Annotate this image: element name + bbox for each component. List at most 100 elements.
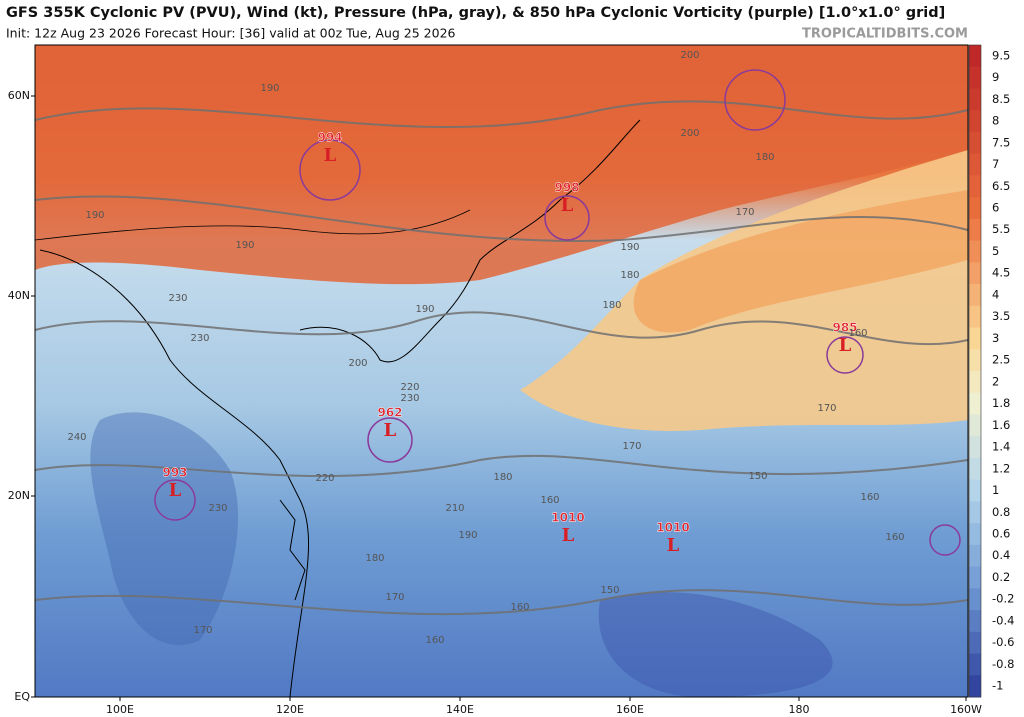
colorbar-swatch <box>969 436 981 459</box>
contour-label: 180 <box>493 472 512 483</box>
lat-label: EQ <box>14 690 30 703</box>
colorbar-swatch <box>969 175 981 198</box>
colorbar-label: 9 <box>992 70 999 84</box>
colorbar-label: 0.4 <box>992 548 1010 562</box>
colorbar-label: -0.2 <box>992 592 1014 606</box>
colorbar-swatch <box>969 131 981 155</box>
colorbar-swatch <box>969 262 981 285</box>
colorbar-swatch <box>969 110 981 133</box>
colorbar-swatch <box>969 349 981 372</box>
colorbar-label: 6.5 <box>992 179 1010 193</box>
colorbar-label: 8 <box>992 114 999 128</box>
colorbar-swatch <box>969 327 981 350</box>
lon-label: 180 <box>789 703 810 716</box>
colorbar-label: 6 <box>992 201 999 215</box>
colorbar-label: 8.5 <box>992 92 1010 106</box>
axes: 60N 40N 20N EQ 100E 120E 140E 160E 180 160W <box>8 44 982 716</box>
colorbar-label: 1.6 <box>992 418 1010 432</box>
colorbar-label: -0.8 <box>992 657 1014 671</box>
colorbar-swatch <box>969 66 981 89</box>
colorbar-swatch <box>969 544 981 568</box>
contour-label: 190 <box>415 304 434 315</box>
colorbar-swatch <box>969 45 981 68</box>
colorbar-swatch <box>969 240 981 263</box>
colorbar-swatch <box>969 610 981 633</box>
colorbar-label: 0.2 <box>992 570 1010 584</box>
contour-label: 190 <box>85 210 104 221</box>
subtitle: Init: 12z Aug 23 2026 Forecast Hour: [36… <box>6 26 456 41</box>
contour-label: 170 <box>735 207 754 218</box>
low-pressure: 962 <box>377 406 402 420</box>
lon-label: 120E <box>276 703 304 716</box>
low-symbol: L <box>561 195 574 216</box>
contour-label: 200 <box>680 128 699 139</box>
lon-label: 160W <box>950 703 982 716</box>
colorbar-label: 1.4 <box>992 440 1010 454</box>
low-pressure: 1010 <box>551 511 584 525</box>
contour-label: 170 <box>193 625 212 636</box>
coastline <box>299 119 641 363</box>
colorbar-swatch <box>969 566 981 589</box>
contour-label: 230 <box>400 393 419 404</box>
mid-pv-core <box>633 190 968 333</box>
contour-label: 210 <box>445 503 464 514</box>
colorbar-label: 1.8 <box>992 396 1010 410</box>
colorbar-label: -0.4 <box>992 613 1014 627</box>
colorbar-swatch <box>969 675 981 698</box>
colorbar-swatch <box>969 392 981 415</box>
map-shading <box>598 592 833 697</box>
contour-label: 190 <box>260 83 279 94</box>
lat-label: 60N <box>8 89 30 102</box>
colorbar-label: 5.5 <box>992 222 1010 236</box>
title: GFS 355K Cyclonic PV (PVU), Wind (kt), P… <box>6 5 945 21</box>
contour-label: 230 <box>208 503 227 514</box>
contour-label: 190 <box>458 530 477 541</box>
colorbar-label: 7.5 <box>992 135 1010 149</box>
low-symbol: L <box>384 420 397 441</box>
colorbar-swatch <box>969 631 981 655</box>
high-pv-region <box>35 45 968 285</box>
colorbar-swatch <box>969 284 981 307</box>
credit: TROPICALTIDBITS.COM <box>802 27 968 42</box>
colorbar-swatch <box>969 371 981 394</box>
contour-label: 200 <box>680 50 699 61</box>
low-symbol: L <box>667 535 680 556</box>
map-frame <box>34 44 969 698</box>
colorbar-swatch <box>969 479 981 502</box>
contour-label: 230 <box>190 333 209 344</box>
low-symbol: L <box>169 480 182 501</box>
colorbar-label: 3 <box>992 331 999 345</box>
colorbar-label: 9.5 <box>992 48 1010 62</box>
colorbar-label: 0.6 <box>992 527 1010 541</box>
contour-label: 190 <box>235 240 254 251</box>
colorbar-label: 2.5 <box>992 353 1010 367</box>
colorbar-swatch <box>969 197 981 220</box>
colorbar-label: 5 <box>992 244 999 258</box>
lon-label: 100E <box>106 703 134 716</box>
contour-label: 180 <box>365 553 384 564</box>
low-pressure: 994 <box>317 131 342 145</box>
colorbar-swatch <box>969 523 981 546</box>
colorbar-swatch <box>969 88 981 111</box>
contour-label: 220 <box>400 382 419 393</box>
colorbar-frame <box>968 44 982 698</box>
colorbar-label: -0.6 <box>992 635 1014 649</box>
colorbar-label: 3.5 <box>992 309 1010 323</box>
contour-label: 170 <box>817 403 836 414</box>
contour-label: 180 <box>755 152 774 163</box>
contour-label: 160 <box>425 635 444 646</box>
low-pressure: 998 <box>554 181 579 195</box>
contour-label: 160 <box>860 492 879 503</box>
colorbar-label: 2 <box>992 374 999 388</box>
lon-label: 160E <box>616 703 644 716</box>
colorbar-swatch <box>969 457 981 481</box>
colorbar-swatch <box>969 153 981 176</box>
lon-label: 140E <box>446 703 474 716</box>
colorbar-label: 7 <box>992 157 999 171</box>
low-pressure: 985 <box>832 321 857 335</box>
contour-label: 170 <box>385 592 404 603</box>
colorbar-label: 1 <box>992 483 999 497</box>
colorbar-swatch <box>969 588 981 611</box>
